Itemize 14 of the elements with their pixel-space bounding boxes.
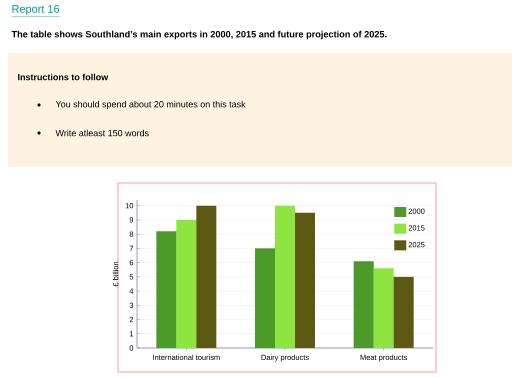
bar [374,268,394,348]
bar [354,261,374,348]
bar [394,276,414,348]
text: Report 16 [12,5,60,15]
text: You should spend about 20 minutes on this task [56,100,246,110]
chart-subtitle: The table shows Southland’s main exports in 2000, 2015 and future projection of 2025. [12,30,386,40]
bar [156,231,176,348]
text: Instructions to follow [18,74,108,80]
bar [176,220,196,348]
bar [196,206,216,348]
bar [275,206,296,348]
bar [295,212,316,348]
text: Write atleast 150 words [56,130,149,136]
bar [255,248,276,348]
